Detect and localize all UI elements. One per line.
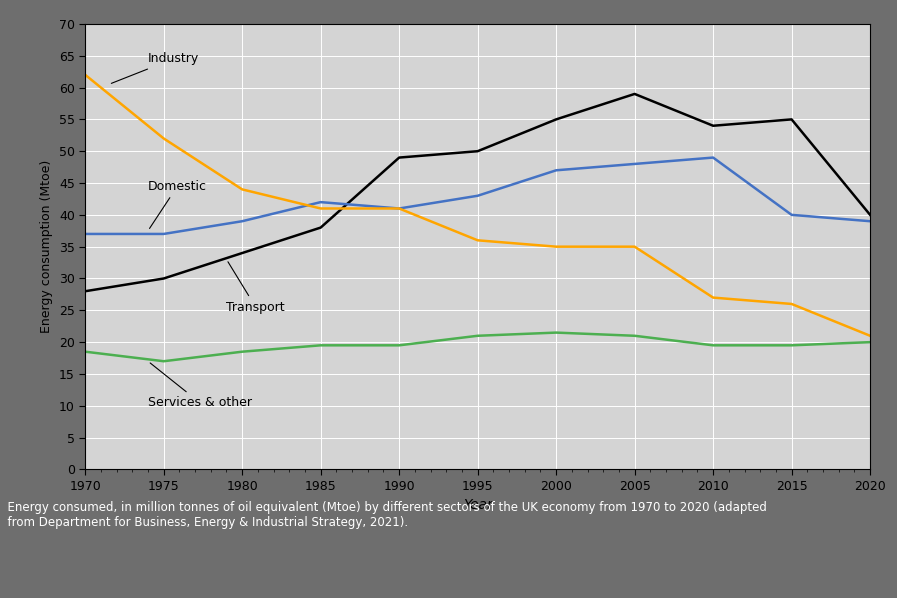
Text: Energy consumed, in million tonnes of oil equivalent (Mtoe) by different sectors: Energy consumed, in million tonnes of oi… — [0, 501, 767, 529]
X-axis label: Year: Year — [463, 498, 492, 512]
Text: Industry: Industry — [111, 52, 199, 83]
Text: Services & other: Services & other — [148, 363, 252, 409]
Y-axis label: Energy consumption (Mtoe): Energy consumption (Mtoe) — [40, 160, 53, 333]
Text: Domestic: Domestic — [148, 179, 207, 228]
Text: Transport: Transport — [227, 262, 285, 314]
